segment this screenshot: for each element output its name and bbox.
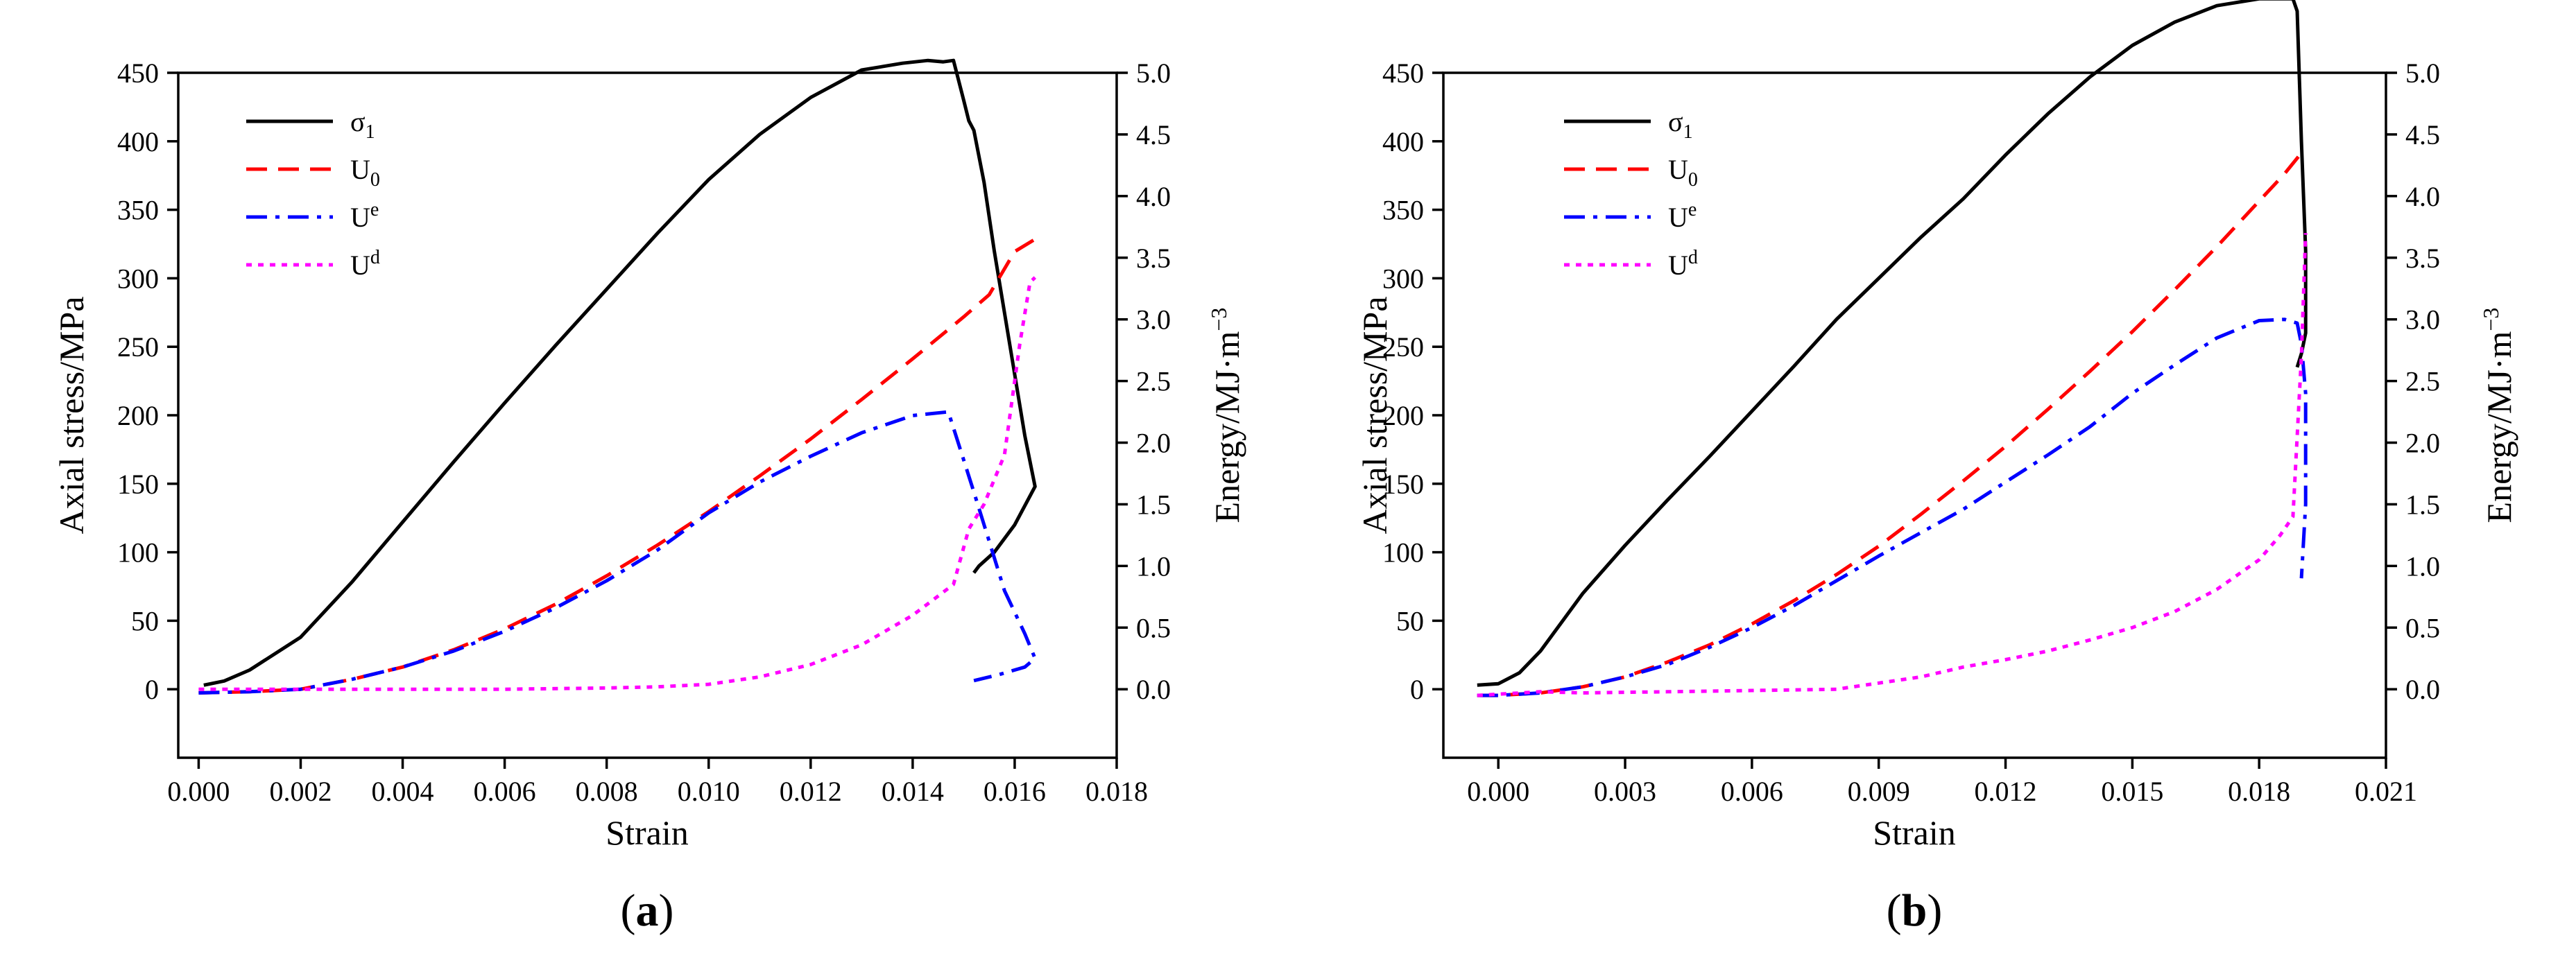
x-tick-label: 0.014 <box>882 776 944 807</box>
panel-label-b: b <box>1902 885 1927 936</box>
y-right-tick-label: 4.0 <box>1136 181 1171 212</box>
legend-label-u0: U0 <box>350 154 380 191</box>
y-right-tick-label: 0.5 <box>2405 612 2440 643</box>
y-left-tick-label: 450 <box>117 58 159 89</box>
series-line-ud <box>1477 233 2308 697</box>
y-right-tick-label: 2.5 <box>1136 366 1171 397</box>
x-tick-label: 0.003 <box>1594 776 1656 807</box>
legend-label-ue: Ue <box>350 199 379 233</box>
y-left-tick-label: 450 <box>1382 58 1424 89</box>
y-left-tick-label: 150 <box>117 469 159 500</box>
x-tick-label: 0.010 <box>678 776 740 807</box>
y-right-tick-label: 1.5 <box>2405 489 2440 520</box>
y-right-tick-label: 1.0 <box>2405 550 2440 582</box>
y-left-tick-label: 400 <box>1382 126 1424 157</box>
series-line-ue <box>1477 318 2308 697</box>
series-line-ud <box>198 276 1037 691</box>
y-left-tick-label: 250 <box>1382 331 1424 363</box>
y-right-tick-label: 4.5 <box>1136 119 1171 150</box>
y-left-tick-label: 350 <box>1382 195 1424 226</box>
x-tick-label: 0.008 <box>576 776 638 807</box>
y-left-tick-label: 0 <box>1410 674 1424 705</box>
series-line-σ1 <box>203 58 1037 687</box>
y-left-tick-label: 100 <box>117 537 159 568</box>
y-right-tick-label: 3.5 <box>1136 243 1171 274</box>
x-axis-title: Strain <box>1873 813 1955 852</box>
y-right-tick-label: 1.5 <box>1136 489 1171 520</box>
x-tick-label: 0.009 <box>1848 776 1910 807</box>
y-left-tick-label: 200 <box>117 400 159 431</box>
x-tick-label: 0.012 <box>780 776 842 807</box>
series-line-u0 <box>198 237 1036 695</box>
panel-a: 0.000 0.002 0.004 0.006 0.008 0.010 0.012 0.014… <box>52 58 1246 936</box>
panel-caption-b: (b) <box>1887 885 1943 936</box>
y-left-tick-label: 200 <box>1382 400 1424 431</box>
x-tick-label: 0.012 <box>1975 776 2037 807</box>
y-right-tick-label: 1.0 <box>1136 550 1171 582</box>
y-left-tick-label: 250 <box>117 331 159 363</box>
y-left-tick-label: 350 <box>117 195 159 226</box>
legend-label-σ1: σ1 <box>1668 106 1693 143</box>
x-tick-label: 0.006 <box>1721 776 1783 807</box>
y-left-tick-label: 150 <box>1382 469 1424 500</box>
x-tick-label: 0.004 <box>372 776 434 807</box>
y-left-tick-label: 50 <box>131 605 159 636</box>
y-right-tick-label: 2.0 <box>1136 428 1171 459</box>
x-tick-label: 0.018 <box>2228 776 2290 807</box>
x-axis-title: Strain <box>606 813 688 852</box>
panel-label-a: a <box>636 885 659 936</box>
y-right-tick-label: 3.0 <box>2405 304 2440 336</box>
y-right-tick-label: 0.0 <box>1136 674 1171 705</box>
plot-frame <box>1442 71 2387 759</box>
y-axis-right-title: Energy/MJ·m−3 <box>1206 308 1246 523</box>
y-right-tick-label: 3.0 <box>1136 304 1171 336</box>
x-tick-label: 0.000 <box>1467 776 1529 807</box>
y-right-tick-label: 0.5 <box>1136 612 1171 643</box>
y-right-tick-label: 4.5 <box>2405 119 2440 150</box>
x-tick-label: 0.021 <box>2355 776 2417 807</box>
y-left-tick-label: 300 <box>117 263 159 294</box>
panel-b: 0.000 0.003 0.006 0.009 0.012 0.015 0.018 0.021… <box>1355 0 2518 936</box>
x-tick-label: 0.002 <box>269 776 332 807</box>
y-left-tick-label: 100 <box>1382 537 1424 568</box>
y-left-tick-label: 0 <box>145 674 159 705</box>
legend-label-ud: Ud <box>350 247 380 281</box>
legend-label-u0: U0 <box>1668 154 1698 191</box>
y-right-tick-label: 3.5 <box>2405 243 2440 274</box>
y-axis-right-title: Energy/MJ·m−3 <box>2478 308 2518 523</box>
panel-caption-a: (a) <box>621 885 674 936</box>
y-right-tick-label: 5.0 <box>1136 58 1171 89</box>
y-left-tick-label: 300 <box>1382 263 1424 294</box>
y-right-tick-label: 5.0 <box>2405 58 2440 89</box>
y-axis-right-title-main: Energy/MJ·m <box>2480 331 2518 523</box>
y-right-tick-label: 0.0 <box>2405 674 2440 705</box>
y-left-tick-label: 50 <box>1396 605 1424 636</box>
x-tick-label: 0.015 <box>2101 776 2163 807</box>
y-axis-right-title-main: Energy/MJ·m <box>1208 331 1246 523</box>
y-left-tick-label: 400 <box>117 126 159 157</box>
series-line-ue <box>198 410 1037 695</box>
x-tick-label: 0.018 <box>1085 776 1148 807</box>
legend-label-ue: Ue <box>1668 199 1697 233</box>
y-axis-right-title-exponent: −3 <box>1206 308 1231 331</box>
x-tick-label: 0.000 <box>167 776 230 807</box>
series-line-u0 <box>1477 152 2303 697</box>
x-tick-label: 0.016 <box>984 776 1046 807</box>
y-right-tick-label: 2.0 <box>2405 428 2440 459</box>
y-right-tick-label: 4.0 <box>2405 181 2440 212</box>
y-right-tick-label: 2.5 <box>2405 366 2440 397</box>
y-axis-right-title-exponent: −3 <box>2478 308 2503 331</box>
x-tick-label: 0.006 <box>474 776 536 807</box>
legend-label-ud: Ud <box>1668 247 1698 281</box>
legend-label-σ1: σ1 <box>350 106 375 143</box>
series-line-σ1 <box>1477 0 2308 687</box>
plot-frame <box>177 71 1118 759</box>
y-axis-left-title: Axial stress/MPa <box>52 296 91 534</box>
y-axis-left-title: Axial stress/MPa <box>1355 296 1394 534</box>
